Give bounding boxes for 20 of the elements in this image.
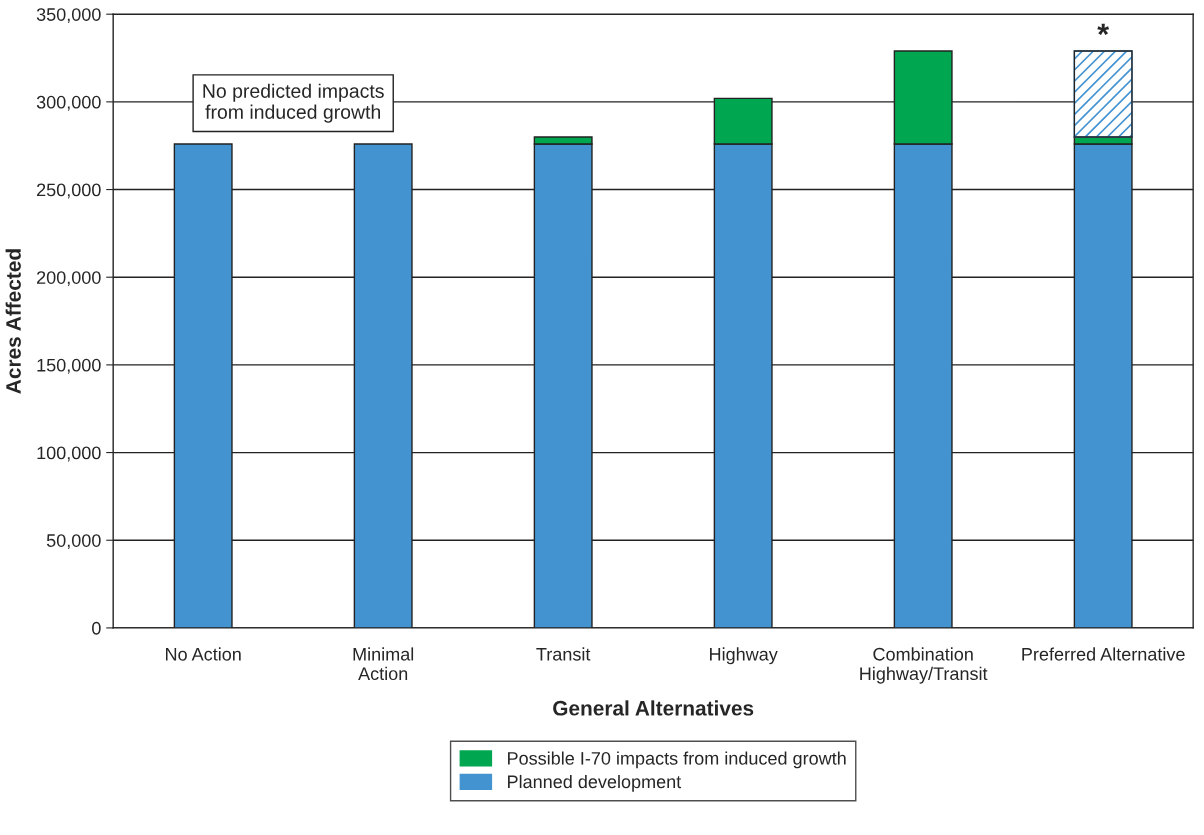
- legend-label: Possible I-70 impacts from induced growth: [508, 751, 846, 769]
- y-tick-label: 50,000: [46, 534, 101, 550]
- y-tick-label: 100,000: [37, 446, 101, 462]
- y-axis-title: Acres Affected: [5, 249, 21, 394]
- y-tick-label: 200,000: [37, 271, 101, 287]
- x-tick-label: Preferred Alternative: [1022, 647, 1185, 661]
- x-axis-title: General Alternatives: [553, 700, 754, 716]
- x-tick-label: Transit: [536, 647, 591, 661]
- legend-label: Planned development: [508, 774, 682, 792]
- annotation: *: [1097, 23, 1110, 36]
- y-tick-label: 150,000: [37, 358, 101, 374]
- y-tick-label: 250,000: [37, 183, 101, 199]
- x-tick-label: Highway: [710, 647, 778, 665]
- x-tick-label: Minimal Action: [353, 647, 414, 681]
- y-tick-label: 350,000: [36, 8, 101, 24]
- y-tick-label: 0: [92, 621, 101, 635]
- x-tick-label: No Action: [166, 647, 241, 661]
- y-tick-label: 300,000: [36, 95, 101, 111]
- annotation: No predicted impacts from induced growth: [203, 83, 384, 123]
- x-tick-label: Combination Highway/Transit: [860, 647, 988, 684]
